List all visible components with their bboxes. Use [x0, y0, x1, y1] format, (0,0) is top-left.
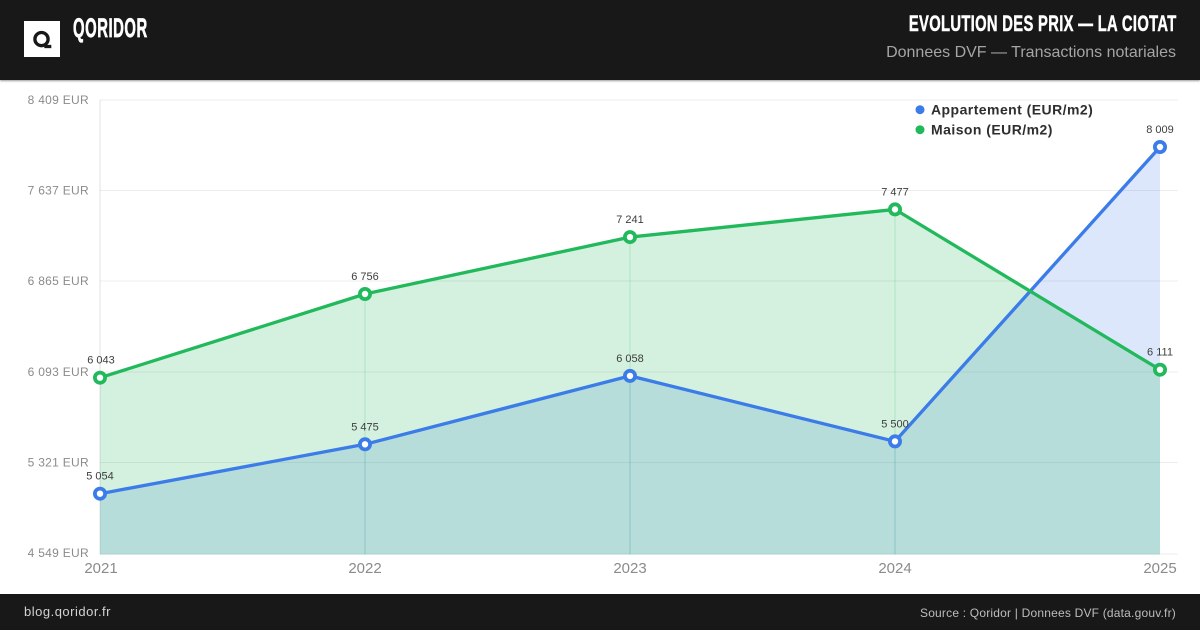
svg-text:8 409 EUR: 8 409 EUR	[28, 93, 89, 107]
svg-text:5 321 EUR: 5 321 EUR	[28, 455, 89, 469]
svg-text:5 475: 5 475	[351, 421, 379, 433]
svg-text:8 009: 8 009	[1146, 124, 1174, 136]
svg-text:6 058: 6 058	[616, 353, 644, 365]
svg-text:6 865 EUR: 6 865 EUR	[28, 274, 89, 288]
svg-text:2024: 2024	[878, 560, 911, 577]
svg-text:2025: 2025	[1143, 560, 1176, 577]
svg-text:7 477: 7 477	[881, 186, 909, 198]
svg-text:Appartement (EUR/m2): Appartement (EUR/m2)	[931, 102, 1093, 118]
svg-text:5 054: 5 054	[86, 471, 114, 483]
svg-text:6 756: 6 756	[351, 271, 379, 283]
svg-text:6 093 EUR: 6 093 EUR	[28, 365, 89, 379]
svg-text:6 111: 6 111	[1147, 347, 1173, 359]
svg-text:2022: 2022	[348, 560, 381, 577]
svg-text:2021: 2021	[84, 560, 117, 577]
svg-text:2023: 2023	[613, 560, 646, 577]
svg-text:7 637 EUR: 7 637 EUR	[28, 184, 89, 198]
svg-text:6 043: 6 043	[87, 355, 115, 367]
svg-text:Maison (EUR/m2): Maison (EUR/m2)	[931, 122, 1053, 138]
svg-text:7 241: 7 241	[616, 214, 644, 226]
svg-text:4 549 EUR: 4 549 EUR	[28, 546, 89, 560]
svg-text:5 500: 5 500	[881, 418, 909, 430]
